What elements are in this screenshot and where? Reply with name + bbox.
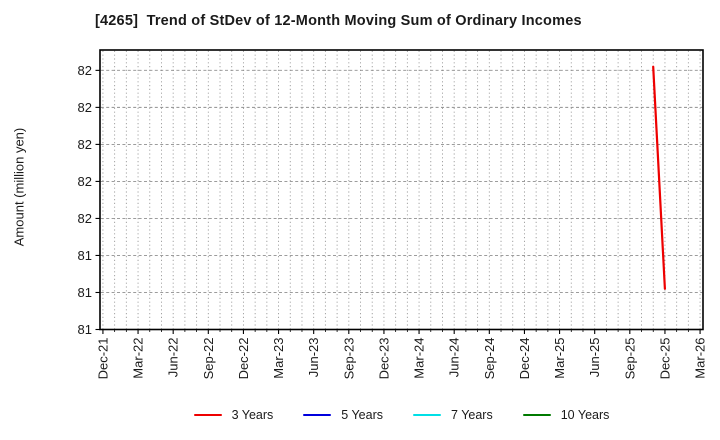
legend-item-3-years: 3 Years	[193, 408, 274, 422]
x-tick-label: Sep-25	[622, 338, 637, 380]
y-tick-label: 82	[78, 100, 92, 115]
plot-border	[99, 49, 704, 331]
legend-item-7-years: 7 Years	[413, 408, 493, 422]
x-tick-label: Dec-23	[376, 338, 391, 380]
y-tick-label: 82	[78, 63, 92, 78]
x-tick-label: Mar-24	[412, 338, 427, 379]
x-tick-label: Jun-24	[447, 338, 462, 378]
legend-line-sample	[413, 413, 442, 417]
y-tick-label: 82	[78, 137, 92, 152]
x-tick-label: Jun-23	[306, 338, 321, 378]
x-tick-label: Mar-23	[271, 338, 286, 379]
legend-label: 3 Years	[231, 408, 274, 422]
y-tick-label: 82	[78, 211, 92, 226]
x-tick-label: Dec-22	[236, 338, 251, 380]
chart-title: [4265] Trend of StDev of 12-Month Moving…	[95, 13, 582, 29]
legend: 3 Years 5 Years 7 Years 10 Years	[100, 405, 703, 425]
x-tick-label: Sep-22	[201, 338, 216, 380]
y-tick-label: 82	[78, 174, 92, 189]
x-tick-label: Sep-23	[341, 338, 356, 380]
y-tick-label: 81	[78, 285, 92, 300]
legend-line-sample	[303, 413, 332, 417]
x-tick-label: Sep-24	[482, 338, 497, 380]
legend-label: 7 Years	[451, 408, 493, 422]
legend-line-sample	[522, 413, 551, 417]
x-tick-label: Dec-24	[517, 338, 532, 380]
x-tick-label: Mar-26	[693, 338, 708, 379]
x-tick-label: Jun-25	[587, 338, 602, 378]
x-tick-label: Mar-22	[131, 338, 146, 379]
series-line-3-years	[652, 65, 667, 290]
y-tick-label: 81	[78, 322, 92, 337]
legend-item-5-years: 5 Years	[303, 408, 383, 422]
legend-line-sample	[193, 413, 222, 417]
legend-item-10-years: 10 Years	[522, 408, 610, 422]
x-tick-label: Mar-25	[552, 338, 567, 379]
x-tick-label: Jun-22	[166, 338, 181, 378]
legend-label: 10 Years	[560, 408, 610, 422]
x-tick-label: Dec-25	[657, 338, 672, 380]
legend-label: 5 Years	[341, 408, 384, 422]
y-tick-label: 81	[78, 248, 92, 263]
x-tick-label: Dec-21	[95, 338, 110, 380]
